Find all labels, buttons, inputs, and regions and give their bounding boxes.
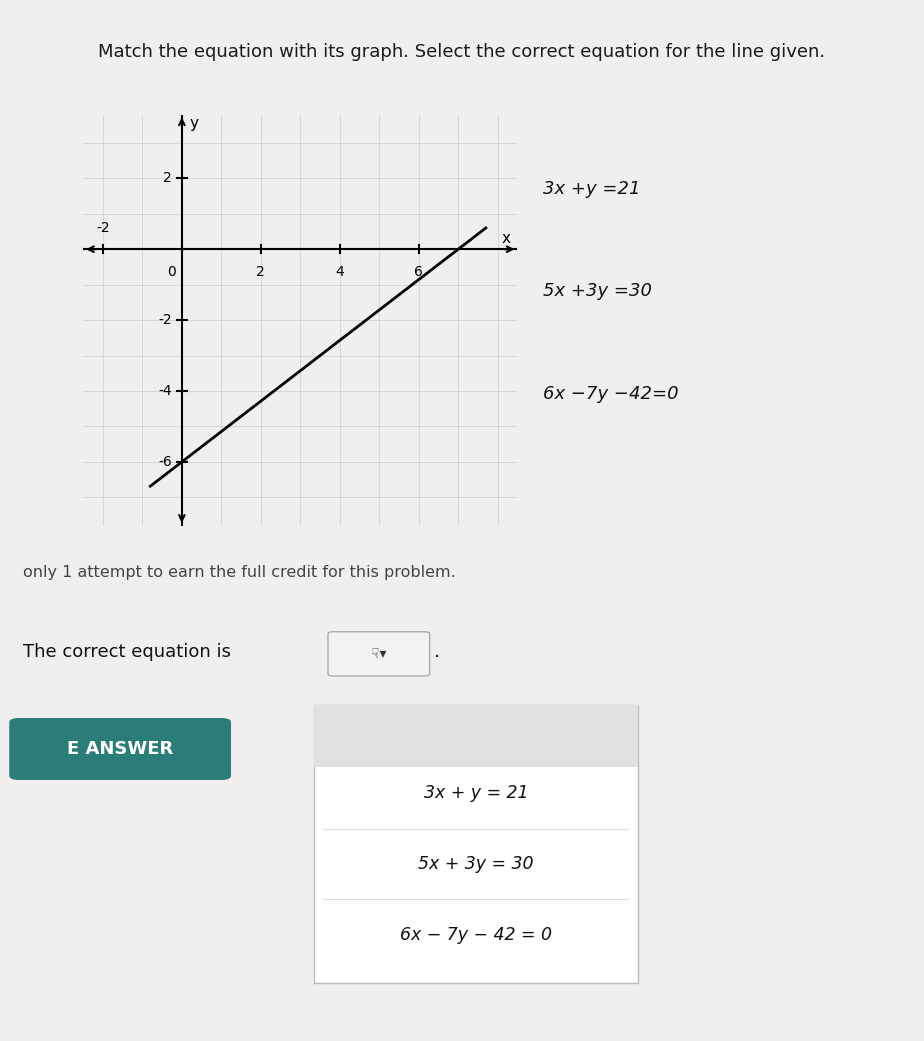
Text: 5x +3y =30: 5x +3y =30 (543, 282, 652, 300)
Text: 6: 6 (414, 265, 423, 279)
Text: ☟▾: ☟▾ (371, 646, 386, 661)
Text: y: y (189, 116, 199, 131)
Text: -2: -2 (158, 313, 172, 327)
Text: 0: 0 (167, 265, 176, 279)
FancyBboxPatch shape (9, 718, 231, 780)
Text: -4: -4 (158, 384, 172, 398)
Text: 5x + 3y = 30: 5x + 3y = 30 (418, 855, 534, 873)
FancyBboxPatch shape (328, 632, 430, 676)
Text: Match the equation with its graph. Select the correct equation for the line give: Match the equation with its graph. Selec… (99, 43, 825, 60)
Text: 2: 2 (164, 172, 172, 185)
FancyBboxPatch shape (314, 705, 638, 766)
Text: -2: -2 (96, 221, 110, 235)
Text: The correct equation is: The correct equation is (23, 642, 231, 661)
Text: 3x +y =21: 3x +y =21 (543, 179, 641, 198)
Text: -6: -6 (158, 455, 172, 468)
Text: .: . (434, 642, 441, 661)
Text: 2: 2 (257, 265, 265, 279)
Text: E ANSWER: E ANSWER (67, 740, 173, 758)
Text: 6x −7y −42=0: 6x −7y −42=0 (543, 385, 679, 403)
Text: 6x − 7y − 42 = 0: 6x − 7y − 42 = 0 (400, 925, 552, 944)
Text: 3x + y = 21: 3x + y = 21 (423, 784, 529, 803)
Text: x: x (501, 231, 510, 246)
Text: only 1 attempt to earn the full credit for this problem.: only 1 attempt to earn the full credit f… (23, 565, 456, 580)
FancyBboxPatch shape (314, 705, 638, 984)
Text: 4: 4 (335, 265, 344, 279)
